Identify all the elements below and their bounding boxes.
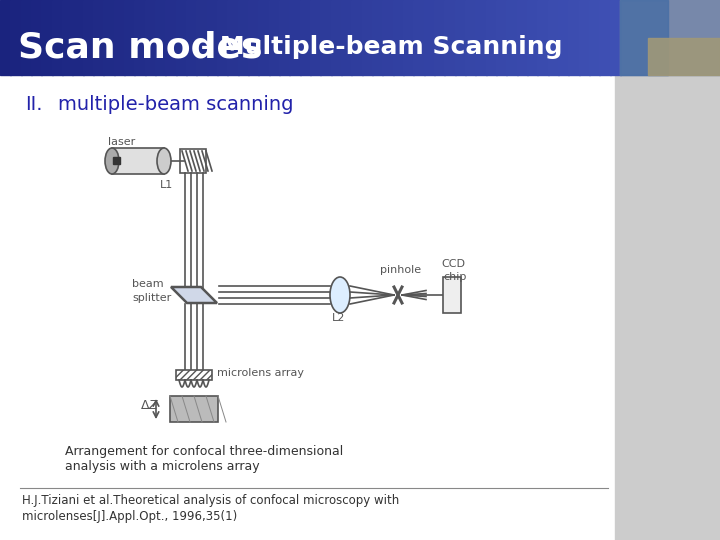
Bar <box>444 0 456 75</box>
Bar <box>610 0 621 75</box>
Text: L1: L1 <box>160 180 174 190</box>
Bar <box>238 0 249 75</box>
Ellipse shape <box>330 277 350 313</box>
Text: II.: II. <box>25 96 42 114</box>
Bar <box>496 0 508 75</box>
Bar <box>620 0 720 75</box>
Text: L2: L2 <box>332 313 346 323</box>
Bar <box>423 0 435 75</box>
Bar <box>104 0 114 75</box>
Bar <box>72 0 84 75</box>
Bar <box>434 0 446 75</box>
Bar <box>454 0 466 75</box>
Bar <box>648 38 720 75</box>
Bar <box>403 0 414 75</box>
Bar <box>620 0 668 75</box>
Bar <box>382 0 394 75</box>
Bar <box>330 0 342 75</box>
Bar <box>166 0 176 75</box>
Text: CCD: CCD <box>441 259 465 269</box>
Bar <box>31 0 42 75</box>
Bar <box>361 0 373 75</box>
Bar <box>145 0 156 75</box>
Bar <box>589 0 600 75</box>
Text: Arrangement for confocal three-dimensional: Arrangement for confocal three-dimension… <box>65 445 343 458</box>
Bar <box>83 0 94 75</box>
Bar <box>351 0 363 75</box>
Text: microlens array: microlens array <box>217 368 304 378</box>
Bar <box>465 0 477 75</box>
Text: H.J.Tiziani et al.Theoretical analysis of confocal microscopy with: H.J.Tiziani et al.Theoretical analysis o… <box>22 494 400 507</box>
Bar <box>114 0 125 75</box>
Bar <box>289 0 301 75</box>
Bar <box>443 277 461 313</box>
Bar <box>372 0 383 75</box>
Ellipse shape <box>105 148 119 174</box>
Bar <box>527 0 539 75</box>
Text: - Multiple-beam Scanning: - Multiple-beam Scanning <box>192 35 562 59</box>
Bar <box>506 0 518 75</box>
Bar <box>62 0 73 75</box>
Bar <box>10 0 22 75</box>
Text: analysis with a microlens array: analysis with a microlens array <box>65 460 260 473</box>
Bar <box>475 0 487 75</box>
Bar <box>517 0 528 75</box>
Bar <box>112 148 164 174</box>
Text: $\Delta Z$: $\Delta Z$ <box>140 399 159 412</box>
Bar <box>21 0 32 75</box>
Bar <box>176 0 187 75</box>
Bar <box>135 0 145 75</box>
Bar <box>486 0 497 75</box>
Text: splitter: splitter <box>132 293 171 303</box>
Text: multiple-beam scanning: multiple-beam scanning <box>58 96 294 114</box>
Bar <box>558 0 570 75</box>
Text: pinhole: pinhole <box>380 265 421 275</box>
Bar <box>41 0 53 75</box>
Bar <box>207 0 218 75</box>
Bar <box>217 0 228 75</box>
Bar <box>52 0 63 75</box>
Bar <box>615 75 720 540</box>
Text: chip: chip <box>443 272 467 282</box>
Bar <box>197 0 207 75</box>
Bar <box>258 0 270 75</box>
Bar <box>341 0 352 75</box>
Bar <box>176 370 212 380</box>
Polygon shape <box>171 287 217 303</box>
Bar <box>170 396 218 422</box>
Bar <box>0 75 615 540</box>
Bar <box>124 0 135 75</box>
Bar <box>93 0 104 75</box>
Bar <box>413 0 425 75</box>
Bar <box>310 0 321 75</box>
Ellipse shape <box>157 148 171 174</box>
Text: laser: laser <box>108 137 135 147</box>
Bar <box>300 0 311 75</box>
Text: Scan modes: Scan modes <box>18 30 263 64</box>
Bar <box>537 0 549 75</box>
Bar <box>228 0 238 75</box>
Bar <box>248 0 259 75</box>
Bar <box>0 0 12 75</box>
Bar <box>113 157 120 164</box>
Bar <box>269 0 280 75</box>
Bar <box>599 0 611 75</box>
Bar <box>579 0 590 75</box>
Bar <box>568 0 580 75</box>
Bar <box>548 0 559 75</box>
Bar <box>186 0 197 75</box>
Bar <box>392 0 404 75</box>
Bar <box>279 0 290 75</box>
Text: beam: beam <box>132 279 163 289</box>
Bar <box>155 0 166 75</box>
Text: microlenses[J].Appl.Opt., 1996,35(1): microlenses[J].Appl.Opt., 1996,35(1) <box>22 510 238 523</box>
Bar <box>320 0 332 75</box>
